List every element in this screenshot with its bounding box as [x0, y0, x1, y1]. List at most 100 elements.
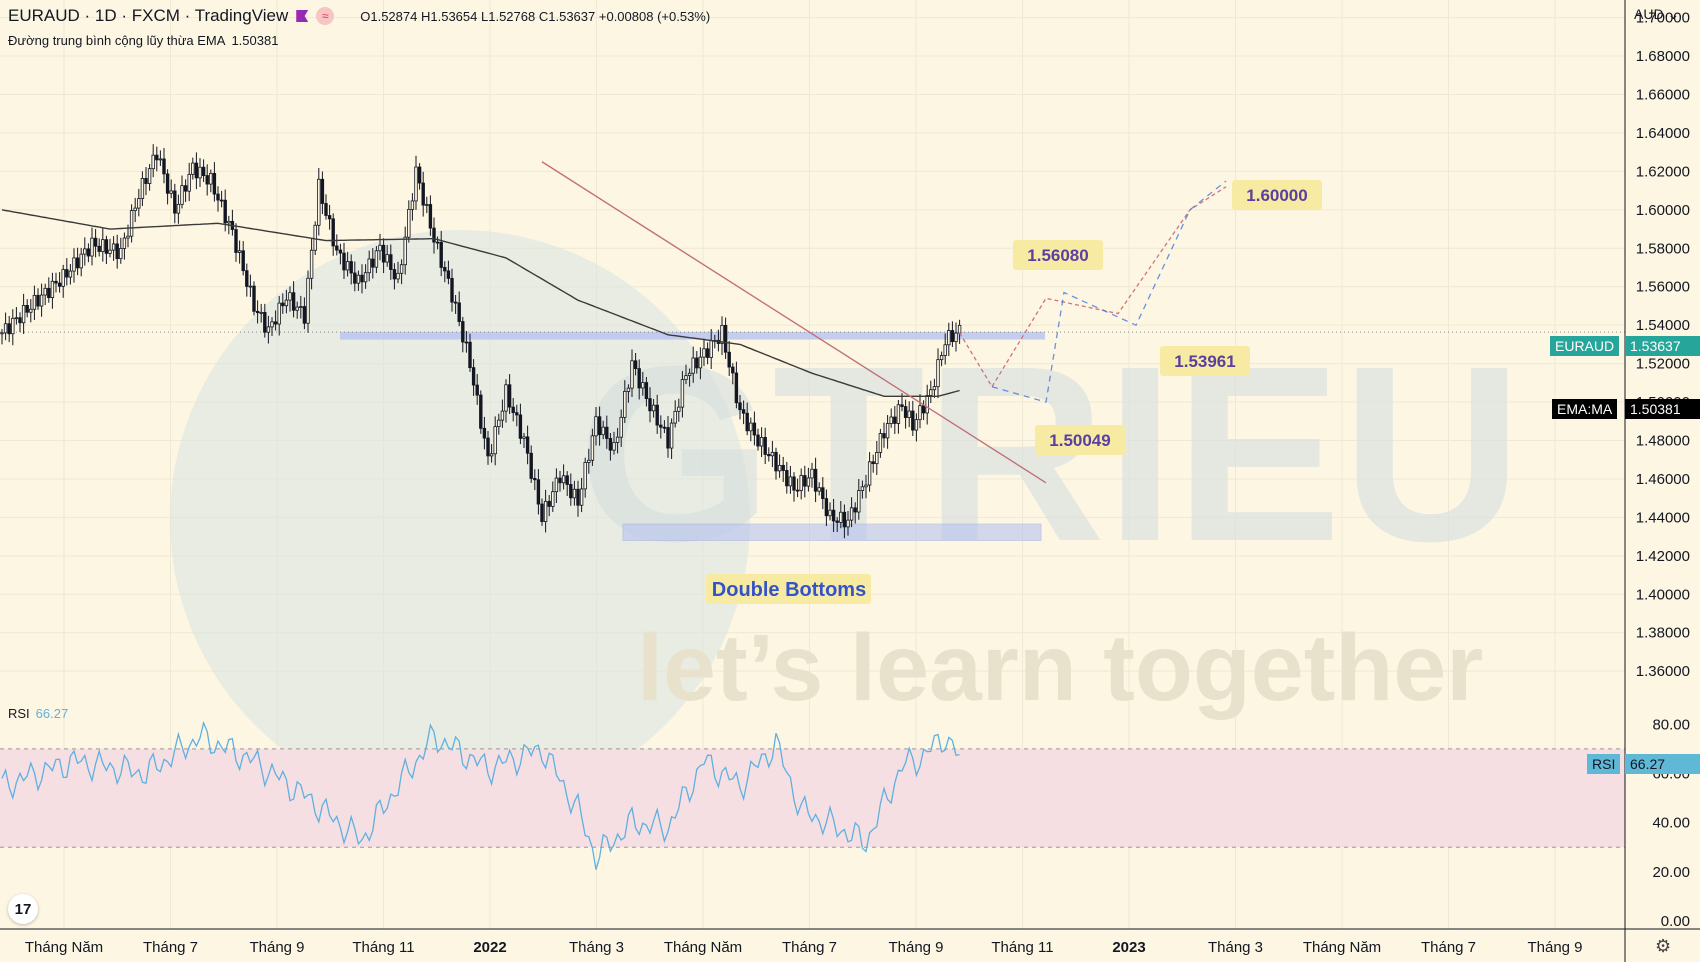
candle-body [453, 301, 458, 304]
rsi-legend[interactable]: RSI 66.27 [8, 706, 68, 721]
ema-line [1, 209, 960, 397]
candle-body [626, 387, 631, 392]
candle-body [392, 269, 397, 280]
price-tick-label: 1.58000 [1636, 240, 1690, 257]
candle-body [824, 498, 829, 517]
price-tick-label: 1.62000 [1636, 163, 1690, 180]
candle-body [471, 367, 476, 386]
candle-body [785, 470, 789, 487]
price-tick-label: 1.66000 [1636, 87, 1690, 104]
candle-body [169, 190, 173, 194]
rsi-legend-label: RSI [8, 706, 30, 721]
candle-body [65, 269, 69, 278]
candle-body [450, 277, 454, 303]
price-tick-label: 1.46000 [1636, 471, 1690, 488]
candle-body [515, 412, 519, 416]
candle-body [281, 302, 285, 307]
candle-body [349, 261, 353, 274]
candle-body [0, 332, 4, 335]
candle-body [29, 308, 33, 313]
candle-body [619, 416, 623, 438]
candle-body [641, 382, 645, 389]
time-tick-label: Tháng Năm [664, 939, 742, 956]
symbol-price-tag-value: 1.53637 [1625, 336, 1700, 356]
candle-body [374, 250, 379, 268]
svg-text:Double Bottoms: Double Bottoms [712, 579, 866, 601]
candle-body [75, 257, 80, 269]
candle-body [86, 248, 91, 257]
candle-body [187, 173, 191, 192]
candle-body [115, 243, 119, 260]
candle-body [857, 490, 861, 513]
price-tick-label: 1.40000 [1636, 586, 1690, 603]
candle-body [749, 422, 753, 432]
scenario-path-blue [991, 180, 1227, 403]
time-tick-label: Tháng 9 [1527, 939, 1582, 956]
candle-body [108, 249, 112, 254]
currency-selector[interactable]: AUD ⌄ [1634, 6, 1679, 23]
candle-body [911, 410, 915, 431]
candle-body [137, 198, 141, 209]
candle-body [939, 355, 944, 361]
candle-body [583, 462, 587, 490]
candle-body [72, 257, 76, 272]
candle-body [669, 422, 674, 449]
candle-body [335, 245, 339, 251]
candle-body [543, 500, 548, 522]
candle-body [918, 405, 922, 421]
watermark-slogan: let’s learn together [637, 615, 1483, 721]
candle-body [252, 285, 256, 312]
double-bottom-zone [622, 523, 1042, 541]
annotation-labels[interactable]: 1.60000 1.56080 1.53961 1.50049 Double B… [706, 180, 1322, 604]
rsi-tick-label: 80.00 [1652, 716, 1690, 733]
scenario-drawings[interactable] [541, 161, 1227, 484]
candle-body [277, 302, 281, 325]
time-tick-label: Tháng 3 [1208, 939, 1263, 956]
flag-icon[interactable] [296, 10, 309, 22]
candle-body [601, 426, 605, 436]
candle-body [572, 488, 577, 499]
symbol-title[interactable]: EURAUD · 1D · FXCM · TradingView [8, 6, 289, 25]
scenario-path-red [959, 186, 1227, 388]
ema-legend[interactable]: Đường trung bình cộng lũy thừa EMA 1.5038… [8, 33, 278, 48]
candle-body [871, 461, 875, 465]
candle-body [612, 442, 616, 451]
pattern-label-double-bottoms: Double Bottoms [706, 574, 871, 604]
wave-icon[interactable]: ≈ [316, 7, 335, 25]
target-label-1-50049: 1.50049 [1035, 425, 1125, 455]
candle-body [151, 154, 155, 170]
candle-body [216, 193, 220, 201]
candle-body [605, 426, 609, 439]
candle-body [655, 404, 659, 426]
candle-body [756, 434, 760, 447]
candle-body [212, 172, 217, 195]
candle-body [579, 488, 584, 506]
candle-body [806, 477, 811, 487]
tradingview-logo-icon[interactable]: 17 [8, 894, 38, 924]
rsi-pane[interactable] [0, 720, 1625, 870]
candle-body [14, 317, 19, 320]
candle-body [518, 414, 523, 439]
candle-body [25, 305, 29, 313]
candle-body [270, 321, 274, 328]
candle-body [759, 437, 764, 447]
candle-body [68, 270, 73, 278]
price-tick-label: 1.64000 [1636, 125, 1690, 142]
candle-body [630, 360, 634, 389]
candle-body [327, 215, 332, 220]
candle-body [896, 404, 901, 424]
settings-gear-icon[interactable]: ⚙ [1655, 936, 1672, 956]
candle-body [929, 389, 933, 396]
candle-body [932, 386, 937, 391]
candle-body [702, 348, 706, 358]
candle-body [7, 323, 11, 335]
target-label-1-53961: 1.53961 [1160, 346, 1250, 376]
candle-body [266, 326, 271, 333]
candle-body [295, 306, 299, 311]
price-tick-label: 1.56000 [1636, 279, 1690, 296]
drawing-zones[interactable] [0, 331, 1625, 541]
candle-body [237, 250, 242, 253]
rsi-tick-label: 0.00 [1661, 913, 1690, 930]
candle-body [381, 244, 386, 263]
